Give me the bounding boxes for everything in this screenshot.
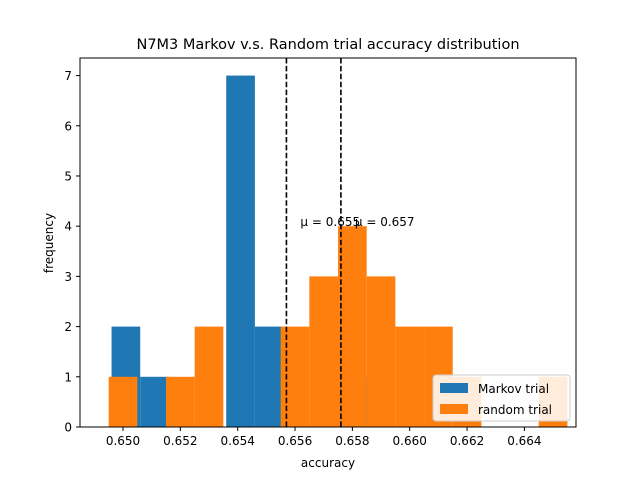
y-tick-label-0: 0 bbox=[64, 421, 72, 435]
x-axis-label: accuracy bbox=[301, 456, 355, 470]
bar-random-trial-6 bbox=[280, 326, 310, 427]
x-ticks: 0.650 0.652 0.654 0.656 0.658 0.660 0.662 0.664 bbox=[106, 427, 542, 448]
bars-layer bbox=[108, 75, 568, 428]
legend-swatch-1 bbox=[440, 404, 468, 414]
legend-label-0: Markov trial bbox=[478, 382, 549, 396]
bar-random-trial-9 bbox=[366, 276, 396, 427]
bar-random-trial-0 bbox=[108, 376, 138, 427]
y-ticks: 0 1 2 3 4 5 6 7 bbox=[64, 69, 80, 435]
bar-random-trial-8 bbox=[338, 226, 367, 427]
x-tick-label-2: 0.654 bbox=[221, 434, 255, 448]
bar-random-trial-10 bbox=[395, 326, 425, 427]
y-tick-label-3: 3 bbox=[64, 270, 72, 284]
legend-label-1: random trial bbox=[478, 403, 552, 417]
x-tick-label-4: 0.658 bbox=[335, 434, 369, 448]
legend-swatch-0 bbox=[440, 383, 468, 393]
bar-random-trial-3 bbox=[194, 326, 224, 427]
bar-markov-trial-5 bbox=[254, 326, 284, 427]
chart-title: N7M3 Markov v.s. Random trial accuracy d… bbox=[136, 37, 519, 53]
mean-label-1: μ = 0.657 bbox=[355, 215, 415, 229]
x-tick-label-1: 0.652 bbox=[163, 434, 197, 448]
x-tick-label-6: 0.662 bbox=[450, 434, 484, 448]
bar-markov-trial-4 bbox=[226, 75, 255, 428]
bar-random-trial-7 bbox=[309, 276, 339, 427]
y-tick-label-6: 6 bbox=[64, 119, 72, 133]
x-tick-label-7: 0.664 bbox=[507, 434, 541, 448]
y-tick-label-1: 1 bbox=[64, 370, 72, 384]
y-tick-label-2: 2 bbox=[64, 320, 72, 334]
legend: Markov trial random trial bbox=[432, 374, 571, 422]
mean-label-0: μ = 0.655 bbox=[300, 215, 360, 229]
x-tick-label-5: 0.660 bbox=[393, 434, 427, 448]
bar-random-trial-2 bbox=[166, 376, 195, 427]
y-axis-label: frequency bbox=[42, 213, 56, 273]
y-tick-label-4: 4 bbox=[64, 220, 72, 234]
x-tick-label-0: 0.650 bbox=[106, 434, 140, 448]
bar-markov-trial-1 bbox=[140, 376, 169, 427]
x-tick-label-3: 0.656 bbox=[278, 434, 312, 448]
plot-frame bbox=[79, 57, 577, 428]
y-tick-label-5: 5 bbox=[64, 169, 72, 183]
y-tick-label-7: 7 bbox=[64, 69, 72, 83]
